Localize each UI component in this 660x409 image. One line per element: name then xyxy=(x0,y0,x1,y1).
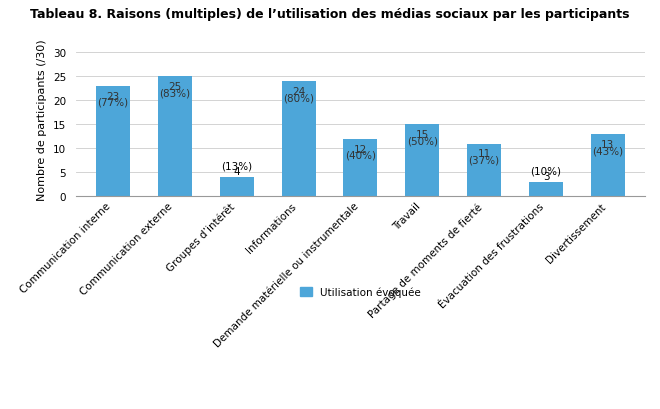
Text: 11: 11 xyxy=(477,149,491,159)
Legend: Utilisation évoquée: Utilisation évoquée xyxy=(300,287,421,297)
Text: 13: 13 xyxy=(601,139,614,149)
Text: (10%): (10%) xyxy=(531,166,562,176)
Text: (50%): (50%) xyxy=(407,136,438,146)
Text: 4: 4 xyxy=(234,167,240,177)
Text: (13%): (13%) xyxy=(221,161,252,171)
Text: 23: 23 xyxy=(106,92,119,101)
Text: Tableau 8. Raisons (multiples) de l’utilisation des médias sociaux par les parti: Tableau 8. Raisons (multiples) de l’util… xyxy=(30,8,630,21)
Bar xyxy=(405,125,440,197)
Text: 15: 15 xyxy=(416,130,429,140)
Text: (83%): (83%) xyxy=(159,88,190,98)
Text: (37%): (37%) xyxy=(469,155,500,165)
Bar xyxy=(343,139,378,197)
Bar xyxy=(467,144,501,197)
Bar xyxy=(591,135,625,197)
Bar xyxy=(158,77,192,197)
Bar xyxy=(96,87,130,197)
Text: (43%): (43%) xyxy=(592,146,624,156)
Text: (40%): (40%) xyxy=(345,151,376,160)
Y-axis label: Nombre de participants (/30): Nombre de participants (/30) xyxy=(37,40,48,201)
Text: (80%): (80%) xyxy=(283,93,314,103)
Text: 24: 24 xyxy=(292,87,305,97)
Bar xyxy=(220,178,253,197)
Text: 25: 25 xyxy=(168,82,182,92)
Text: (77%): (77%) xyxy=(97,98,129,108)
Text: 3: 3 xyxy=(543,172,549,182)
Text: 12: 12 xyxy=(354,144,367,154)
Bar xyxy=(529,182,563,197)
Bar xyxy=(282,82,315,197)
